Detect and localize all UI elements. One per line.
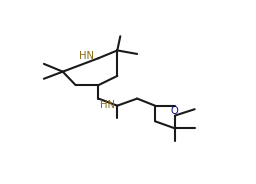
- Text: O: O: [171, 106, 179, 116]
- Text: HN: HN: [100, 100, 115, 110]
- Text: HN: HN: [79, 51, 94, 61]
